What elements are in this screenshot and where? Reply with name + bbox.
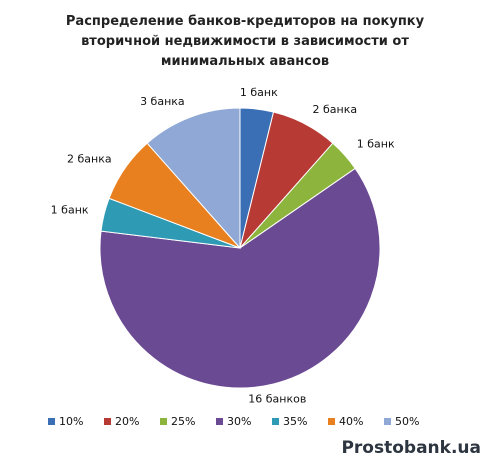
legend-swatch	[328, 418, 335, 425]
data-label: 2 банка	[67, 152, 112, 165]
watermark: Prostobank.ua	[341, 438, 481, 458]
legend-label: 40%	[339, 415, 363, 428]
legend-label: 35%	[283, 415, 307, 428]
pie-slice	[99, 167, 381, 389]
legend-label: 30%	[227, 415, 251, 428]
legend-swatch	[104, 418, 111, 425]
legend-label: 20%	[115, 415, 139, 428]
data-label: 16 банков	[248, 392, 306, 405]
legend-swatch	[384, 418, 391, 425]
legend-label: 50%	[395, 415, 419, 428]
chart-title: Распределение банков-кредиторов на покуп…	[65, 14, 425, 69]
legend-swatch	[272, 418, 279, 425]
pie-slice	[146, 107, 241, 250]
legend-label: 10%	[59, 415, 83, 428]
data-label: 2 банка	[312, 103, 357, 116]
data-label: 1 банк	[357, 138, 395, 151]
legend-swatch	[160, 418, 167, 425]
data-label: 1 банк	[240, 86, 278, 99]
legend-label: 25%	[171, 415, 195, 428]
legend-swatch	[216, 418, 223, 425]
legend-swatch	[48, 418, 55, 425]
data-label: 1 банк	[51, 204, 89, 217]
data-label: 3 банка	[140, 95, 185, 108]
